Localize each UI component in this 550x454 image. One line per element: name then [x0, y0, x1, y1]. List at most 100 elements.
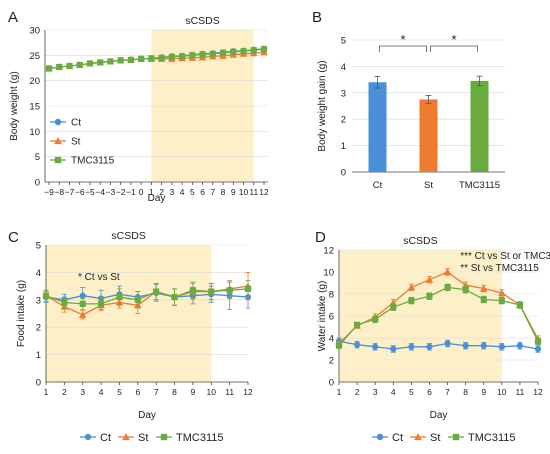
legend-marker: [54, 137, 62, 145]
x-tick-label: 3: [169, 187, 174, 197]
x-tick-label: 8: [463, 387, 468, 397]
y-axis-label: Body weight (g): [9, 71, 20, 140]
significance-bracket: [430, 45, 478, 52]
data-point: [443, 268, 452, 275]
y-tick-label: 3: [341, 88, 346, 99]
y-tick-label: 12: [323, 246, 334, 257]
y-tick-label: 10: [29, 127, 40, 138]
x-tick-label: 12: [259, 187, 269, 197]
data-point: [498, 297, 505, 304]
scsds-shaded-region: [46, 245, 212, 382]
data-point: [168, 53, 175, 60]
data-point: [390, 345, 397, 353]
data-point: [444, 340, 451, 347]
x-tick-label: −6: [75, 187, 85, 197]
data-point: [408, 343, 415, 350]
y-tick-label: 2: [36, 323, 41, 334]
y-tick-label: 2: [341, 115, 346, 126]
data-point: [158, 54, 165, 61]
y-tick-label: 30: [29, 26, 40, 37]
x-tick-label: 6: [427, 387, 432, 397]
y-tick-label: 4: [329, 334, 334, 345]
y-tick-label: 6: [329, 312, 334, 323]
data-point: [117, 57, 124, 64]
x-tick-label: 11: [249, 187, 258, 197]
significance-bracket: [379, 45, 427, 52]
x-tick-label: −9: [44, 187, 54, 197]
data-point: [116, 293, 123, 301]
y-tick-label: 4: [36, 268, 41, 279]
x-tick-label: 10: [497, 387, 507, 397]
y-tick-label: 10: [323, 268, 334, 279]
x-tick-label: 5: [117, 387, 122, 397]
x-tick-label: 12: [243, 387, 253, 397]
y-tick-label: 1: [36, 350, 41, 361]
legend-marker: [84, 433, 92, 441]
x-tick-label: 9: [191, 387, 196, 397]
category-label: TMC3115: [459, 180, 500, 191]
y-tick-label: 4: [341, 62, 346, 73]
x-tick-label: −5: [85, 187, 95, 197]
data-point: [353, 321, 361, 328]
x-tick-label: 8: [221, 187, 226, 197]
data-point: [107, 58, 114, 65]
x-tick-label: 2: [62, 387, 67, 397]
data-point: [534, 345, 542, 353]
data-point: [250, 47, 257, 54]
data-point: [426, 293, 433, 300]
legend: Ct St TMC3115: [80, 432, 223, 444]
x-tick-label: 5: [409, 387, 414, 397]
data-point: [189, 287, 197, 294]
series-tmc3115: [45, 46, 268, 72]
data-point: [408, 297, 415, 304]
legend-label: St: [71, 137, 81, 148]
legend-marker: [54, 156, 62, 164]
x-tick-label: 2: [159, 187, 164, 197]
data-point: [66, 62, 73, 70]
panel-label: C: [8, 229, 19, 246]
data-point: [390, 304, 397, 311]
data-point: [134, 296, 141, 303]
data-point: [79, 292, 86, 299]
x-tick-label: 1: [44, 387, 49, 397]
data-point: [353, 341, 361, 348]
data-point: [226, 287, 233, 294]
data-point: [462, 286, 469, 293]
significance-marker: *: [451, 32, 456, 47]
x-tick-label: −3: [106, 187, 116, 197]
data-point: [498, 289, 506, 296]
data-point: [372, 343, 379, 350]
y-axis-label: Water intake (g): [317, 281, 328, 352]
data-point: [97, 300, 105, 308]
x-axis-label: Day: [430, 410, 448, 421]
x-tick-label: −8: [54, 187, 64, 197]
y-tick-label: 2: [329, 356, 334, 367]
data-point: [79, 311, 87, 318]
data-point: [61, 299, 68, 306]
data-point: [516, 342, 524, 349]
series-tmc3115: [42, 280, 252, 310]
legend-label: St: [430, 432, 440, 444]
data-point: [42, 292, 50, 299]
data-point: [480, 342, 487, 349]
data-point: [480, 296, 487, 303]
data-point: [86, 60, 94, 67]
y-tick-label: 0: [329, 378, 334, 389]
x-tick-label: 11: [225, 387, 234, 397]
legend-label: TMC3115: [71, 156, 115, 167]
series-tmc3115: [335, 283, 542, 349]
bar-ct: [368, 82, 387, 172]
data-point: [498, 343, 505, 350]
x-axis-label: Day: [148, 193, 166, 204]
legend-label: St: [138, 432, 148, 444]
legend-marker: [122, 433, 130, 441]
shaded-region-label: sCSDS: [403, 235, 437, 247]
data-point: [76, 61, 83, 69]
data-point: [230, 48, 237, 55]
y-tick-label: 1: [341, 141, 346, 152]
y-tick-label: 20: [29, 76, 40, 87]
bar-tmc3115: [470, 80, 489, 172]
significance-marker: *: [400, 32, 405, 47]
legend-label: Ct: [100, 432, 111, 444]
